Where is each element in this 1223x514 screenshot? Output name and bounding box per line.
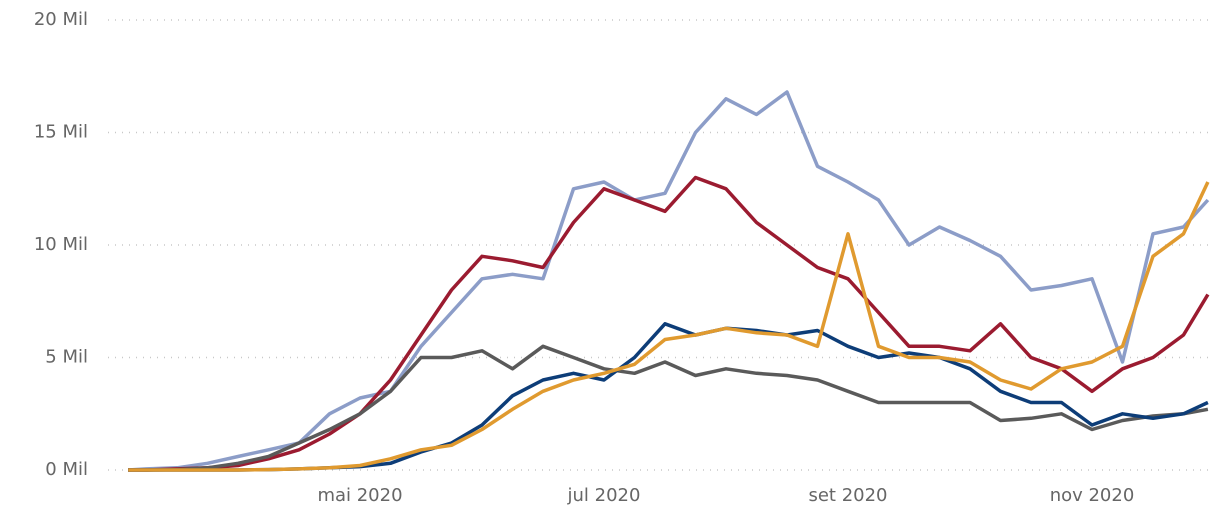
x-tick-label: nov 2020 [1050, 485, 1135, 506]
x-tick-label: jul 2020 [567, 485, 641, 506]
series-line [128, 90, 1210, 472]
series-line [128, 344, 1209, 472]
y-tick-label: 0 Mil [45, 459, 88, 480]
x-tick-label: set 2020 [808, 485, 887, 506]
y-tick-label: 20 Mil [34, 9, 88, 30]
series-line [128, 175, 1210, 472]
y-tick-label: 10 Mil [34, 234, 88, 255]
y-tick-label: 5 Mil [45, 347, 88, 368]
y-tick-label: 15 Mil [34, 122, 88, 143]
x-tick-label: mai 2020 [317, 485, 402, 506]
series-line [128, 181, 1210, 472]
